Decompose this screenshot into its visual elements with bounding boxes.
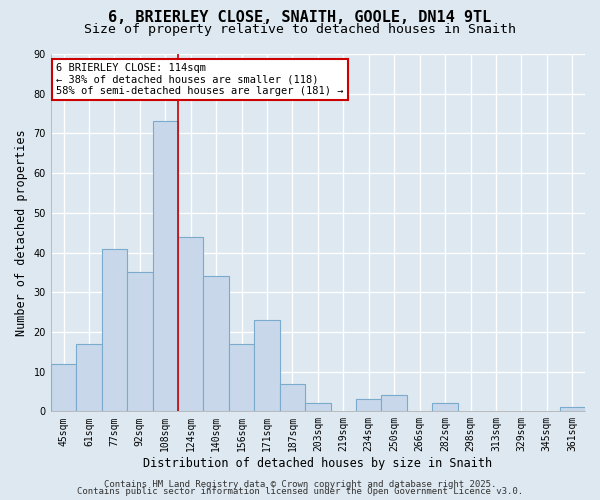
Bar bbox=[560, 408, 585, 412]
Bar bbox=[76, 344, 101, 412]
Text: Contains HM Land Registry data © Crown copyright and database right 2025.: Contains HM Land Registry data © Crown c… bbox=[104, 480, 496, 489]
Bar bbox=[305, 404, 331, 411]
Text: 6, BRIERLEY CLOSE, SNAITH, GOOLE, DN14 9TL: 6, BRIERLEY CLOSE, SNAITH, GOOLE, DN14 9… bbox=[109, 10, 491, 25]
Bar bbox=[382, 396, 407, 411]
Bar bbox=[101, 248, 127, 412]
Bar bbox=[51, 364, 76, 412]
Bar bbox=[280, 384, 305, 411]
Bar bbox=[178, 236, 203, 412]
Bar bbox=[254, 320, 280, 412]
Bar bbox=[433, 404, 458, 411]
Bar bbox=[229, 344, 254, 412]
Text: 6 BRIERLEY CLOSE: 114sqm
← 38% of detached houses are smaller (118)
58% of semi-: 6 BRIERLEY CLOSE: 114sqm ← 38% of detach… bbox=[56, 63, 344, 96]
Bar bbox=[203, 276, 229, 411]
Bar bbox=[127, 272, 152, 411]
X-axis label: Distribution of detached houses by size in Snaith: Distribution of detached houses by size … bbox=[143, 457, 493, 470]
Y-axis label: Number of detached properties: Number of detached properties bbox=[15, 130, 28, 336]
Text: Contains public sector information licensed under the Open Government Licence v3: Contains public sector information licen… bbox=[77, 488, 523, 496]
Bar bbox=[152, 122, 178, 412]
Text: Size of property relative to detached houses in Snaith: Size of property relative to detached ho… bbox=[84, 22, 516, 36]
Bar bbox=[356, 400, 382, 411]
